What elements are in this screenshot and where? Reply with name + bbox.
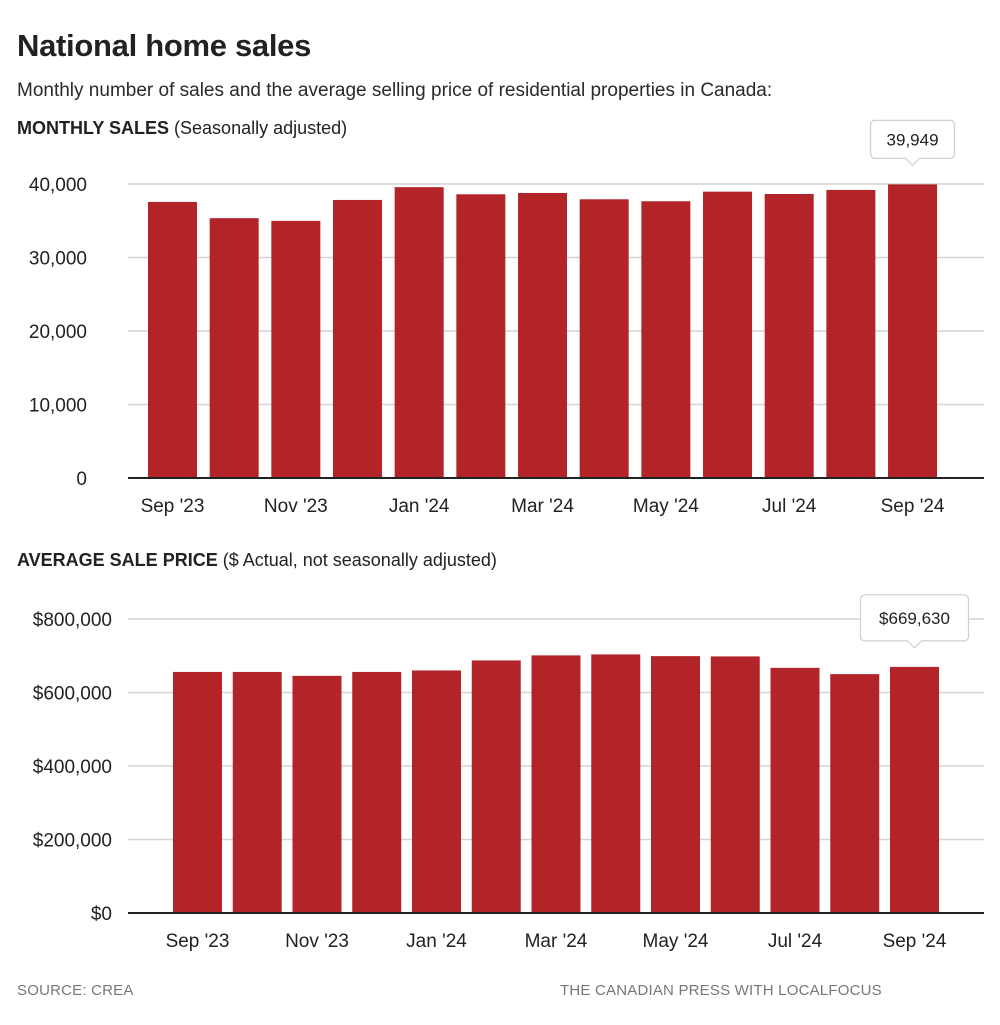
bar-mar-24 [531, 655, 581, 913]
source-note: SOURCE: CREA [17, 982, 134, 999]
value-callout: $669,630 [859, 594, 970, 649]
bar-sep-23 [148, 201, 197, 478]
bar-aug-24 [826, 189, 876, 479]
x-tick-label: Nov '23 [285, 931, 349, 952]
bar-aug-24 [830, 674, 880, 913]
price-section-label: AVERAGE SALE PRICE ($ Actual, not season… [17, 550, 497, 571]
price-label-note: ($ Actual, not seasonally adjusted) [217, 550, 497, 570]
x-tick-label: May '24 [643, 931, 709, 952]
x-tick-label: Sep '23 [141, 496, 205, 517]
bar-jun-24 [710, 656, 760, 913]
bar-feb-24 [456, 194, 506, 479]
callout-box [869, 119, 956, 167]
price-label-bold: AVERAGE SALE PRICE [17, 550, 218, 570]
y-tick-label: 10,000 [29, 396, 87, 417]
y-tick-label: $600,000 [33, 684, 112, 705]
bar-sep-23 [173, 671, 222, 913]
sales-label-bold: MONTHLY SALES [17, 118, 170, 138]
bar-jan-24 [412, 670, 461, 913]
callout-value: 39,949 [887, 130, 939, 149]
chart-title: National home sales [17, 28, 312, 63]
value-callout: 39,949 [869, 119, 956, 167]
y-tick-label: 40,000 [29, 175, 87, 196]
sales-section-label: MONTHLY SALES (Seasonally adjusted) [17, 118, 347, 139]
x-tick-label: Sep '23 [166, 931, 230, 952]
bar-dec-23 [352, 671, 402, 913]
bar-oct-23 [232, 671, 282, 913]
y-tick-label: 0 [76, 469, 87, 490]
bar-oct-23 [209, 218, 259, 479]
bar-feb-24 [471, 660, 521, 913]
x-tick-label: Sep '24 [883, 931, 947, 952]
y-tick-label: 30,000 [29, 249, 87, 270]
x-tick-label: Nov '23 [264, 496, 328, 517]
callout-value: $669,630 [879, 609, 950, 628]
bar-may-24 [651, 656, 700, 913]
bar-may-24 [641, 201, 691, 478]
average-price-chart: $0 $200,000 $400,000 $600,000 $800,000 Sep '2… [33, 594, 984, 952]
bar-jul-24 [770, 667, 820, 913]
x-tick-label: Sep '24 [881, 496, 945, 517]
y-tick-label: $200,000 [33, 831, 112, 852]
x-tick-label: Jan '24 [389, 496, 450, 517]
monthly-sales-chart: 0 10,000 20,000 30,000 40,000 Sep '23 Nov '23 J… [29, 119, 984, 517]
sales-label-note: (Seasonally adjusted) [169, 118, 348, 138]
bar-sep-24 [890, 666, 939, 913]
y-tick-label: $0 [91, 904, 112, 925]
x-tick-label: Mar '24 [511, 496, 574, 517]
x-tick-label: Jul '24 [762, 496, 817, 517]
y-tick-label: $800,000 [33, 610, 112, 631]
y-tick-label: 20,000 [29, 322, 87, 343]
x-tick-label: Jul '24 [768, 931, 823, 952]
credit-note: THE CANADIAN PRESS WITH LOCALFOCUS [560, 982, 882, 999]
bar-jan-24 [394, 187, 444, 478]
chart-subtitle: Monthly number of sales and the average … [17, 80, 773, 101]
bar-sep-24 [888, 184, 938, 478]
bar-apr-24 [579, 199, 629, 478]
x-tick-label: May '24 [633, 496, 699, 517]
bar-mar-24 [518, 192, 568, 479]
bar-jun-24 [703, 191, 753, 479]
bar-dec-23 [333, 199, 383, 478]
x-tick-label: Jan '24 [406, 931, 467, 952]
x-tick-label: Mar '24 [525, 931, 588, 952]
y-tick-label: $400,000 [33, 757, 112, 778]
bar-nov-23 [271, 220, 321, 478]
callout-box [859, 594, 970, 649]
bar-nov-23 [292, 675, 342, 913]
bar-apr-24 [591, 654, 641, 913]
bar-jul-24 [764, 193, 814, 478]
